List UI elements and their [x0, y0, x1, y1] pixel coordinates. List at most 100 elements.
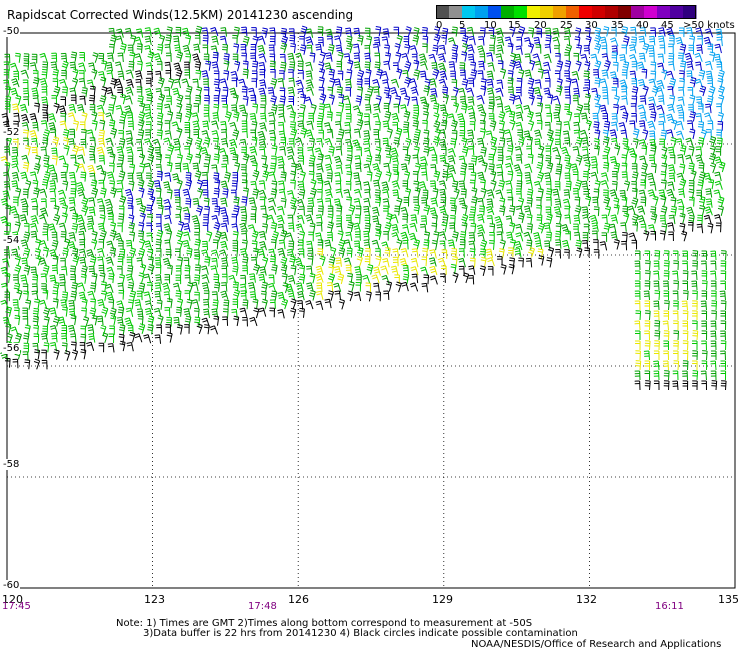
wind-barb	[78, 62, 87, 72]
wind-barb	[51, 95, 57, 105]
wind-barb	[4, 95, 12, 107]
wind-barb	[688, 44, 695, 55]
wind-barb	[486, 78, 494, 89]
wind-barb	[98, 137, 106, 148]
wind-barb	[497, 154, 504, 165]
wind-barb	[583, 70, 590, 81]
wind-barb	[413, 104, 419, 115]
wind-barb	[124, 95, 133, 105]
wind-barb	[337, 51, 344, 63]
wind-barb	[486, 70, 494, 81]
wind-barb	[496, 36, 505, 46]
wind-barb	[98, 71, 106, 81]
wind-barb	[639, 95, 647, 105]
wind-barb	[22, 79, 29, 89]
wind-barb	[251, 121, 258, 132]
wind-barb	[137, 129, 145, 140]
wind-barb	[174, 146, 182, 156]
wind-barb	[137, 95, 144, 106]
wind-barb	[51, 155, 58, 166]
colorbar-swatch	[436, 5, 450, 19]
wind-barb	[134, 70, 143, 80]
wind-barb	[679, 60, 687, 71]
wind-barb	[211, 130, 220, 140]
wind-barb	[447, 147, 456, 158]
wind-barb	[108, 104, 115, 115]
wind-barb	[155, 153, 163, 164]
wind-barb	[192, 53, 201, 63]
wind-barb	[92, 52, 99, 63]
wind-barb	[289, 111, 297, 122]
wind-barb	[166, 161, 173, 173]
wind-barb	[165, 52, 172, 63]
wind-barb	[609, 156, 618, 166]
wind-barb	[250, 52, 257, 63]
wind-barb	[460, 27, 466, 38]
wind-barb	[355, 95, 363, 106]
wind-barb	[507, 70, 514, 81]
wind-barb	[655, 87, 664, 97]
wind-barb	[573, 87, 580, 98]
wind-barb	[185, 53, 192, 64]
wind-barb	[251, 136, 258, 147]
wind-barb	[487, 62, 495, 72]
wind-barb	[704, 28, 714, 38]
wind-barb	[621, 112, 629, 123]
wind-barb	[68, 103, 76, 114]
wind-barb	[689, 111, 696, 122]
wind-barb	[650, 144, 657, 156]
wind-barb	[709, 135, 717, 147]
wind-barb	[696, 96, 703, 106]
wind-barb	[195, 69, 202, 80]
wind-barb	[59, 120, 68, 131]
wind-barb	[375, 26, 382, 37]
wind-barb	[648, 103, 656, 113]
wind-barb	[648, 96, 656, 106]
wind-barb	[412, 120, 419, 131]
wind-barb	[60, 52, 68, 63]
wind-barb	[61, 69, 67, 80]
wind-barb	[457, 113, 466, 123]
wind-barb	[476, 95, 485, 105]
wind-barb	[451, 96, 457, 106]
wind-barb	[384, 111, 392, 122]
wind-barb	[356, 146, 362, 157]
wind-barb	[363, 147, 372, 157]
wind-barb	[185, 95, 191, 106]
wind-barb	[422, 43, 428, 54]
wind-barb	[297, 60, 304, 71]
wind-barb	[242, 68, 249, 79]
wind-barb	[412, 112, 419, 123]
wind-barb	[317, 26, 324, 37]
wind-barb	[70, 94, 77, 105]
wind-barb	[715, 146, 722, 156]
wind-barb	[127, 155, 134, 166]
wind-barb	[194, 35, 201, 45]
wind-barb	[554, 70, 561, 81]
wind-barb	[441, 146, 447, 157]
wind-barb	[269, 27, 276, 37]
wind-barb	[575, 137, 583, 148]
wind-barb	[211, 35, 219, 46]
wind-barb	[62, 86, 68, 97]
wind-barb	[289, 61, 296, 72]
wind-barb	[128, 61, 135, 72]
wind-barb	[666, 113, 675, 123]
wind-barb	[622, 35, 630, 47]
wind-barb	[552, 36, 561, 47]
wind-barb	[251, 27, 257, 37]
wind-barb	[67, 112, 76, 122]
wind-barb	[270, 162, 277, 173]
wind-barb	[527, 136, 533, 147]
wind-barb	[459, 96, 467, 106]
wind-barb	[688, 145, 695, 157]
wind-barb	[404, 61, 412, 72]
wind-barb	[1, 113, 10, 123]
wind-barb	[270, 78, 278, 89]
wind-barb	[164, 86, 171, 97]
wind-barb	[706, 95, 714, 106]
wind-barb	[29, 129, 38, 140]
wind-barb	[384, 144, 392, 156]
wind-barb	[684, 154, 694, 164]
